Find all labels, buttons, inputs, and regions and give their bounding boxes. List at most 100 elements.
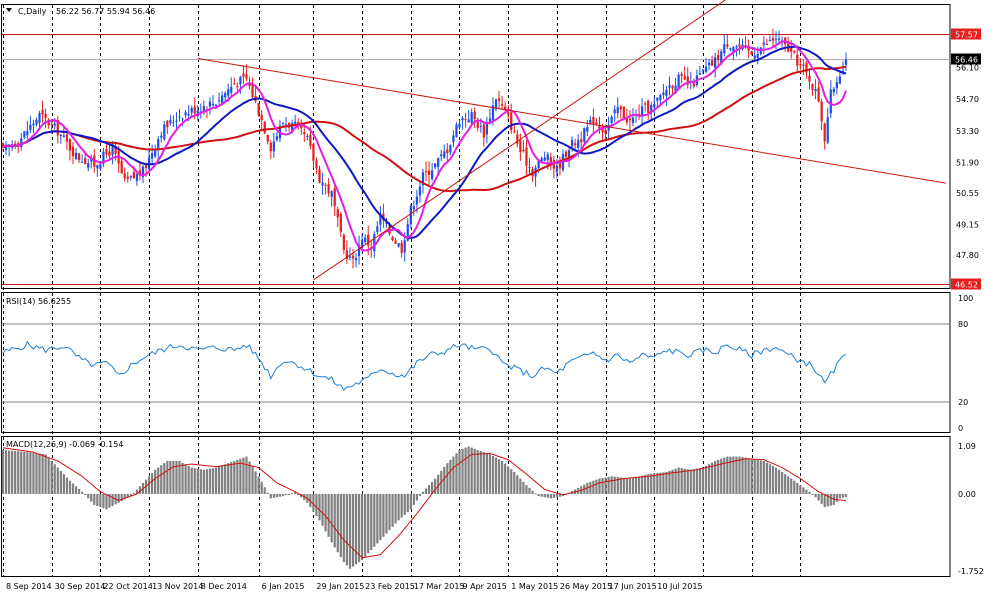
candle[interactable] bbox=[464, 119, 467, 121]
candle[interactable] bbox=[181, 118, 184, 120]
candle[interactable] bbox=[513, 131, 516, 133]
candle[interactable] bbox=[77, 153, 81, 160]
candle[interactable] bbox=[20, 138, 23, 148]
candle[interactable] bbox=[68, 139, 72, 151]
candle[interactable] bbox=[616, 107, 619, 114]
candle[interactable] bbox=[647, 100, 650, 113]
candle[interactable] bbox=[138, 170, 142, 176]
candle[interactable] bbox=[330, 191, 333, 197]
candle[interactable] bbox=[717, 55, 720, 61]
candle[interactable] bbox=[677, 74, 680, 89]
candle[interactable] bbox=[230, 86, 233, 93]
candle[interactable] bbox=[26, 131, 29, 136]
candle[interactable] bbox=[321, 182, 324, 186]
candle[interactable] bbox=[738, 44, 741, 47]
candle[interactable] bbox=[644, 103, 647, 105]
candle[interactable] bbox=[510, 112, 513, 131]
candle[interactable] bbox=[726, 44, 729, 47]
candle[interactable] bbox=[373, 234, 376, 252]
candle[interactable] bbox=[147, 157, 151, 170]
candle[interactable] bbox=[455, 124, 458, 137]
candle[interactable] bbox=[555, 165, 559, 173]
candle[interactable] bbox=[202, 106, 205, 112]
candle[interactable] bbox=[674, 85, 677, 93]
candle[interactable] bbox=[214, 104, 218, 107]
candle[interactable] bbox=[707, 62, 711, 66]
candle[interactable] bbox=[525, 147, 528, 166]
candle[interactable] bbox=[126, 176, 129, 179]
candle[interactable] bbox=[290, 123, 294, 132]
candle[interactable] bbox=[385, 222, 388, 224]
candle[interactable] bbox=[59, 134, 62, 137]
candle[interactable] bbox=[184, 112, 187, 116]
candle[interactable] bbox=[516, 134, 519, 144]
candle[interactable] bbox=[595, 122, 598, 125]
candle[interactable] bbox=[653, 103, 656, 108]
candle[interactable] bbox=[105, 149, 108, 155]
candle[interactable] bbox=[172, 122, 175, 124]
candle[interactable] bbox=[351, 255, 355, 259]
candle[interactable] bbox=[497, 98, 501, 102]
candle[interactable] bbox=[415, 196, 419, 205]
candle[interactable] bbox=[564, 151, 568, 157]
candle[interactable] bbox=[802, 64, 805, 66]
candle[interactable] bbox=[35, 119, 38, 125]
candle[interactable] bbox=[829, 89, 832, 114]
candle[interactable] bbox=[348, 256, 352, 258]
candle[interactable] bbox=[260, 114, 263, 121]
candle[interactable] bbox=[817, 87, 820, 102]
candle[interactable] bbox=[306, 135, 309, 137]
candle[interactable] bbox=[157, 139, 160, 150]
candle[interactable] bbox=[41, 109, 44, 115]
candle[interactable] bbox=[315, 160, 318, 169]
candle[interactable] bbox=[625, 118, 628, 123]
candle[interactable] bbox=[44, 113, 47, 119]
candle[interactable] bbox=[412, 206, 415, 210]
candle[interactable] bbox=[528, 167, 531, 169]
candle[interactable] bbox=[476, 122, 479, 128]
candle[interactable] bbox=[29, 124, 32, 131]
candle[interactable] bbox=[446, 149, 449, 154]
candle[interactable] bbox=[141, 166, 145, 178]
candle[interactable] bbox=[838, 76, 842, 84]
moving-average-fast[interactable] bbox=[2, 40, 847, 252]
candle[interactable] bbox=[217, 100, 221, 102]
candle[interactable] bbox=[269, 142, 272, 152]
candle[interactable] bbox=[163, 124, 166, 140]
candle[interactable] bbox=[805, 62, 808, 73]
candle[interactable] bbox=[227, 89, 230, 96]
candle[interactable] bbox=[421, 172, 425, 186]
candle[interactable] bbox=[132, 172, 135, 178]
candle[interactable] bbox=[680, 73, 683, 76]
candle[interactable] bbox=[275, 136, 279, 140]
candle[interactable] bbox=[473, 111, 476, 120]
candle[interactable] bbox=[357, 244, 361, 257]
moving-average-mid[interactable] bbox=[2, 45, 847, 239]
candle[interactable] bbox=[808, 75, 811, 82]
candle[interactable] bbox=[62, 135, 65, 137]
candle[interactable] bbox=[120, 161, 123, 174]
candle[interactable] bbox=[613, 109, 616, 114]
candle[interactable] bbox=[771, 38, 775, 41]
candle[interactable] bbox=[199, 111, 202, 113]
candle[interactable] bbox=[701, 69, 705, 72]
candle[interactable] bbox=[281, 122, 285, 124]
candle[interactable] bbox=[461, 117, 464, 121]
candle[interactable] bbox=[750, 51, 753, 55]
candle[interactable] bbox=[683, 75, 686, 80]
candle[interactable] bbox=[470, 112, 473, 124]
candle[interactable] bbox=[99, 164, 102, 169]
candle[interactable] bbox=[32, 123, 35, 126]
triangle-down-icon[interactable] bbox=[6, 8, 12, 12]
candle[interactable] bbox=[81, 161, 84, 163]
candle[interactable] bbox=[376, 226, 379, 233]
candle[interactable] bbox=[762, 42, 765, 45]
candle[interactable] bbox=[108, 151, 111, 156]
moving-average-slow[interactable] bbox=[2, 65, 847, 193]
candle[interactable] bbox=[586, 127, 589, 132]
candle[interactable] bbox=[601, 126, 604, 133]
candle[interactable] bbox=[814, 89, 817, 92]
candle[interactable] bbox=[799, 64, 802, 66]
candle[interactable] bbox=[604, 129, 607, 134]
candle[interactable] bbox=[494, 99, 498, 109]
